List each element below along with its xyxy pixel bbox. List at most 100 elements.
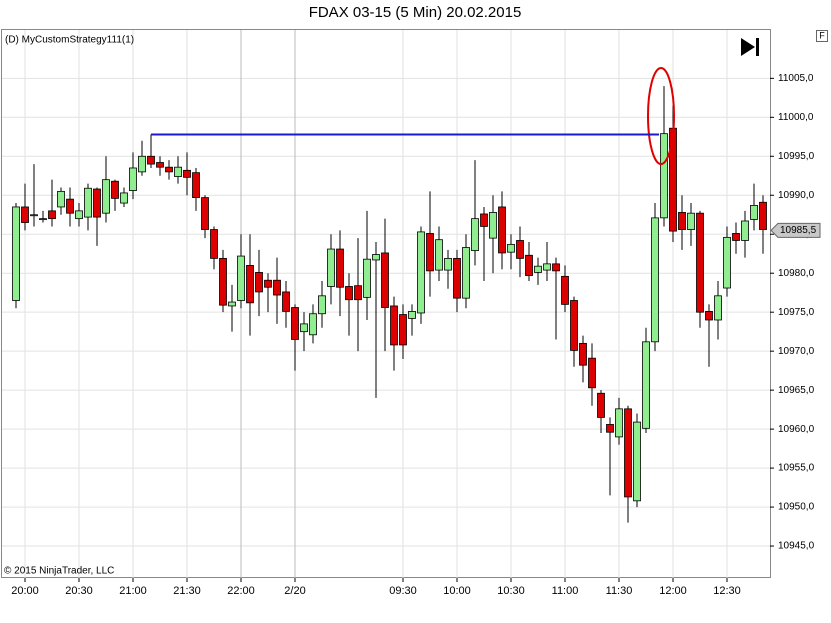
candle-body xyxy=(516,240,524,259)
y-tick-label: 10945,0 xyxy=(778,541,815,552)
candle-body xyxy=(237,255,245,301)
price-marker xyxy=(770,222,821,238)
candle-body xyxy=(453,257,461,299)
y-tick-label: 10975,0 xyxy=(778,307,815,318)
candle-body xyxy=(75,210,83,220)
candle-body xyxy=(147,155,155,165)
x-tick-label: 20:30 xyxy=(65,585,93,597)
candle-body xyxy=(219,257,227,306)
candle-body xyxy=(399,314,407,346)
candle-body xyxy=(660,133,668,219)
x-tick-label: 09:30 xyxy=(389,585,417,597)
candle-body xyxy=(309,313,317,336)
indicator-label: (D) MyCustomStrategy111(1) xyxy=(5,35,134,46)
candle-body xyxy=(525,254,533,276)
x-tick-label: 10:30 xyxy=(497,585,525,597)
candle-body xyxy=(363,258,371,298)
candle-body xyxy=(498,206,506,254)
panel-button-box[interactable] xyxy=(816,30,828,42)
candle-body xyxy=(165,166,173,173)
candle-body xyxy=(615,408,623,438)
candle-body xyxy=(714,295,722,321)
candle-body xyxy=(372,254,380,261)
grid xyxy=(2,30,770,578)
candle-body xyxy=(291,307,299,340)
candle-body xyxy=(201,197,209,230)
candle-body xyxy=(336,248,344,288)
candle-body xyxy=(21,206,29,223)
candle-body xyxy=(129,167,137,191)
plot-frame xyxy=(1,29,771,578)
marks xyxy=(12,86,767,523)
candle-body xyxy=(435,239,443,271)
x-tick-label: 2/20 xyxy=(284,585,305,597)
copyright: © 2015 NinjaTrader, LLC xyxy=(4,566,114,577)
candle-body xyxy=(624,408,632,498)
y-tick-label: 10970,0 xyxy=(778,346,815,357)
y-tick-label: 10965,0 xyxy=(778,385,815,396)
candle-body xyxy=(669,127,677,232)
candle-body xyxy=(12,206,20,301)
x-tick-label: 21:00 xyxy=(119,585,147,597)
candle-body xyxy=(255,272,263,293)
candle-body xyxy=(39,218,47,221)
candle-body xyxy=(327,248,335,287)
candle-body xyxy=(390,305,398,346)
candle-body xyxy=(300,323,308,333)
candle-body xyxy=(741,220,749,241)
candle-body xyxy=(489,212,497,239)
candle-body xyxy=(345,286,353,301)
y-tick-label: 11000,0 xyxy=(778,112,814,123)
y-tick-label: 10980,0 xyxy=(778,268,815,279)
candle-body xyxy=(579,342,587,366)
candle-body xyxy=(102,179,110,214)
candle-body xyxy=(705,311,713,321)
candle-body xyxy=(678,212,686,230)
candle-body xyxy=(246,265,254,304)
candle-body xyxy=(210,229,218,259)
candle-body xyxy=(597,392,605,418)
highlight-ellipse xyxy=(647,67,675,165)
y-tick-label: 10960,0 xyxy=(778,424,815,435)
candle-body xyxy=(552,263,560,272)
candle-body xyxy=(174,166,182,177)
price-marker-label: 10985,5 xyxy=(780,225,817,236)
play-icon[interactable] xyxy=(741,38,759,56)
candle-body xyxy=(462,247,470,299)
candle-body xyxy=(723,236,731,289)
candle-body xyxy=(264,279,272,288)
y-tick-label: 10990,0 xyxy=(778,190,815,201)
candle-body xyxy=(696,212,704,313)
x-tick-label: 11:00 xyxy=(552,585,579,597)
y-tick-label: 10955,0 xyxy=(778,463,815,474)
y-tick-label: 11005,0 xyxy=(778,73,814,84)
x-tick-label: 11:30 xyxy=(606,585,633,597)
x-tick-label: 20:00 xyxy=(11,585,39,597)
candle-body xyxy=(570,300,578,351)
candle-body xyxy=(48,210,56,220)
candle-body xyxy=(183,169,191,178)
candle-body xyxy=(84,187,92,218)
y-tick-label: 10995,0 xyxy=(778,151,815,162)
candle-body xyxy=(381,252,389,308)
y-tick-label: 10950,0 xyxy=(778,502,815,513)
candle-body xyxy=(543,263,551,271)
x-tick-label: 12:30 xyxy=(713,585,741,597)
candle-body xyxy=(471,218,479,252)
candle-body xyxy=(642,341,650,429)
candle-body xyxy=(651,217,659,343)
candle-body xyxy=(192,172,200,198)
candle-body xyxy=(606,424,614,433)
candle-body xyxy=(30,214,38,217)
candle-body xyxy=(759,201,767,230)
x-tick-label: 12:00 xyxy=(659,585,687,597)
chart-title: FDAX 03-15 (5 Min) 20.02.2015 xyxy=(309,4,522,21)
candle-body xyxy=(408,311,416,319)
candle-body xyxy=(507,243,515,253)
candle-body xyxy=(66,198,74,214)
candle-body xyxy=(156,162,164,168)
candle-body xyxy=(282,291,290,312)
candle-body xyxy=(480,213,488,227)
panel-button[interactable]: F xyxy=(819,30,825,40)
